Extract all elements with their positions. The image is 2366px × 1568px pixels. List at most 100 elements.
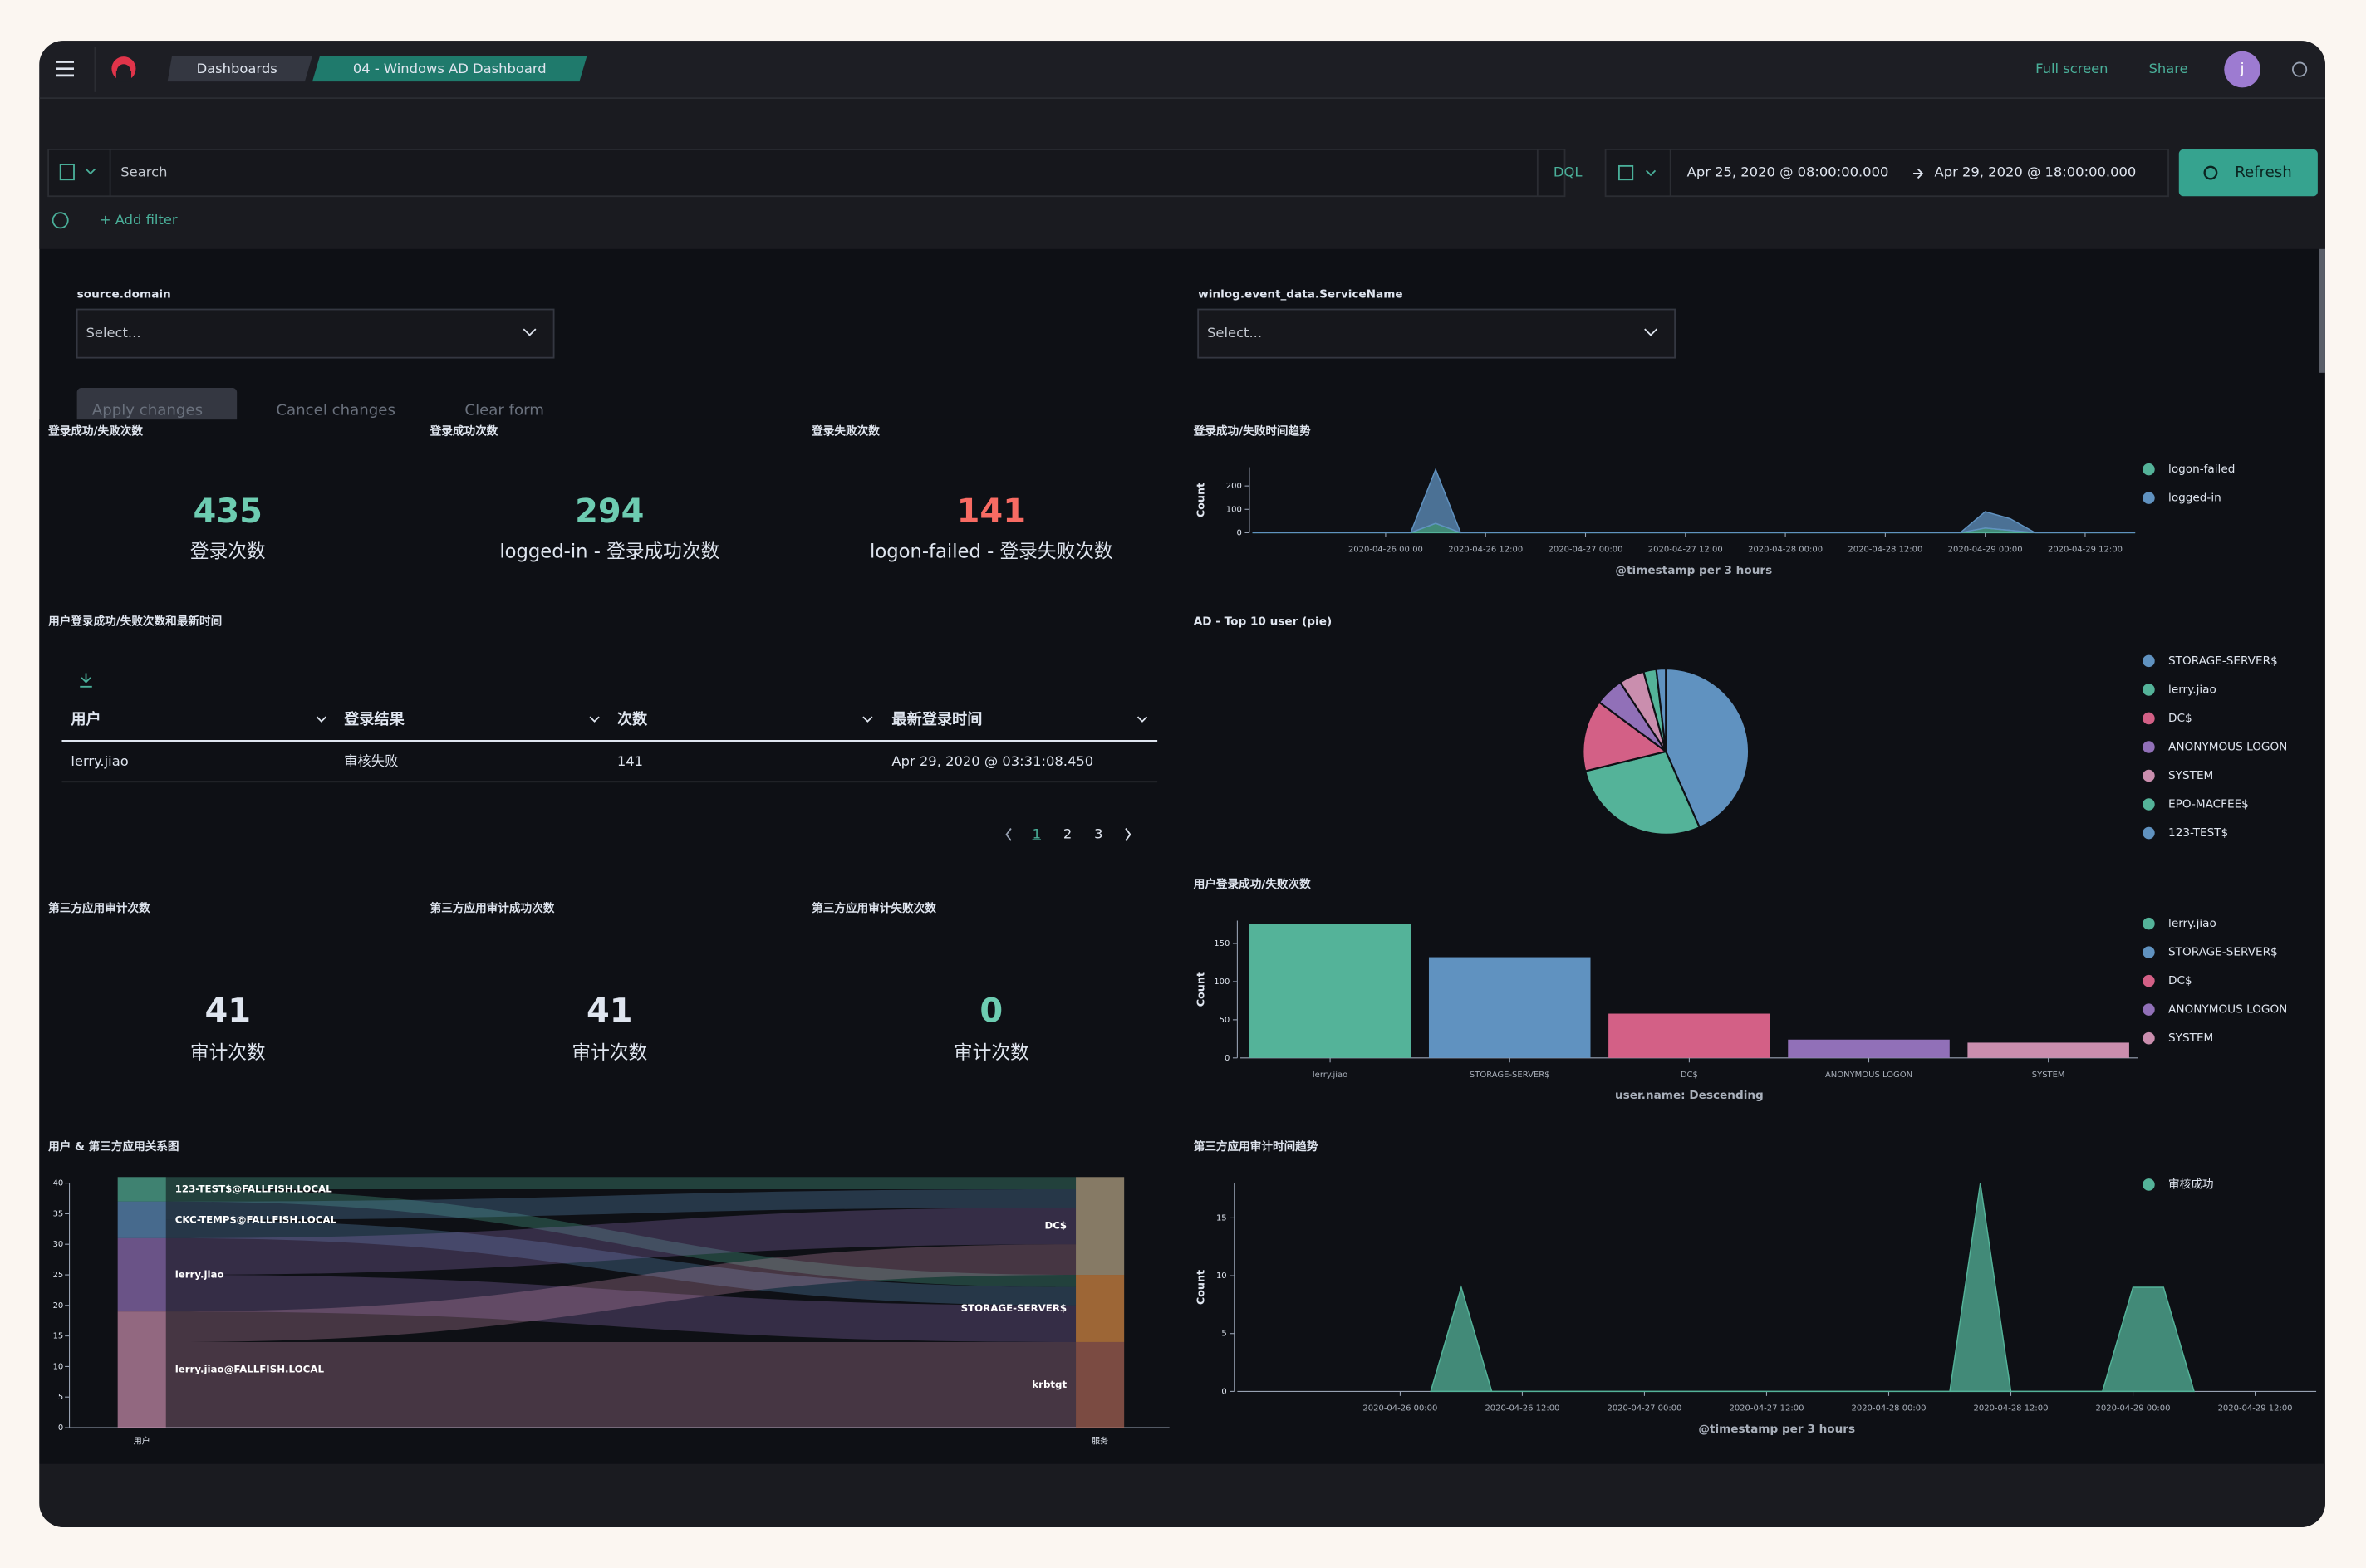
- control-button: Apply changes: [92, 401, 203, 419]
- sankey-link[interactable]: [165, 1219, 1077, 1306]
- legend-swatch[interactable]: [2143, 741, 2155, 753]
- panel-title: 用户 & 第三方应用关系图: [48, 1139, 179, 1154]
- refresh-button[interactable]: [2178, 149, 2318, 197]
- panel-title: 登录成功/失败时间趋势: [1193, 424, 1311, 439]
- sort-chevron[interactable]: [589, 716, 600, 723]
- select-box[interactable]: [1197, 308, 1676, 359]
- legend-swatch[interactable]: [2143, 463, 2155, 476]
- sankey-link[interactable]: [165, 1188, 1077, 1220]
- apply-button[interactable]: [76, 388, 238, 428]
- sankey-node[interactable]: [1076, 1177, 1125, 1276]
- full-screen-link[interactable]: Full screen: [2035, 61, 2108, 76]
- chevron: [85, 168, 96, 175]
- sankey-node[interactable]: [117, 1177, 166, 1202]
- share-link[interactable]: Share: [2148, 61, 2187, 76]
- sankey-node[interactable]: [117, 1201, 166, 1238]
- bar[interactable]: [1788, 1039, 1950, 1058]
- sankey-link[interactable]: [165, 1341, 1077, 1428]
- sankey-node[interactable]: [1076, 1341, 1125, 1428]
- legend-label: 审核成功: [2168, 1178, 2213, 1191]
- legend-swatch[interactable]: [2143, 946, 2155, 958]
- sort-chevron[interactable]: [1136, 716, 1148, 723]
- pie-slice[interactable]: [1665, 667, 1750, 829]
- legend-label: logged-in: [2168, 492, 2221, 505]
- panel-title: 登录成功次数: [430, 424, 498, 439]
- legend-swatch[interactable]: [2143, 684, 2155, 696]
- select-box[interactable]: [76, 308, 555, 359]
- x-tick-label: 2020-04-28 00:00: [1748, 545, 1823, 554]
- x-tick-label: 2020-04-26 00:00: [1362, 1404, 1437, 1413]
- metric-label: 审计次数: [190, 1042, 266, 1064]
- download-icon[interactable]: [80, 673, 92, 688]
- bar[interactable]: [1428, 957, 1591, 1058]
- pie-slice[interactable]: [1583, 750, 1701, 835]
- prev-page[interactable]: [1005, 828, 1012, 841]
- select-placeholder: Select...: [1207, 325, 1262, 341]
- breadcrumb[interactable]: Dashboards: [197, 61, 277, 76]
- metric-label: 审计次数: [954, 1042, 1029, 1064]
- x-tick-label: 2020-04-27 00:00: [1549, 545, 1623, 554]
- time-end[interactable]: Apr 29, 2020 @ 18:00:00.000: [1935, 164, 2137, 180]
- add-filter[interactable]: + Add filter: [100, 212, 178, 228]
- language-toggle[interactable]: DQL: [1554, 164, 1583, 180]
- sort-chevron[interactable]: [316, 716, 326, 723]
- logo[interactable]: [111, 56, 136, 82]
- sankey-link[interactable]: [165, 1177, 1077, 1189]
- y-tick-label: 0: [1236, 528, 1241, 537]
- bar[interactable]: [1608, 1013, 1770, 1058]
- legend-label: lerry.jiao: [2168, 917, 2216, 930]
- legend-swatch[interactable]: [2143, 712, 2155, 725]
- legend-swatch[interactable]: [2143, 1178, 2155, 1191]
- sankey-node[interactable]: [1076, 1275, 1125, 1342]
- column-header: 登录结果: [343, 710, 405, 728]
- panel-title: 登录成功/失败次数: [47, 424, 143, 439]
- table-cell: 审核失败: [344, 753, 398, 769]
- control-button: Clear form: [464, 401, 544, 419]
- sankey-node[interactable]: [117, 1311, 166, 1428]
- x-axis-title: @timestamp per 3 hours: [1698, 1423, 1855, 1436]
- x-tick-label: 2020-04-27 00:00: [1607, 1404, 1681, 1413]
- legend-swatch[interactable]: [2143, 769, 2155, 782]
- date-picker[interactable]: [1604, 148, 2169, 198]
- sankey-node[interactable]: [117, 1237, 166, 1312]
- legend-swatch[interactable]: [2143, 974, 2155, 987]
- legend-swatch[interactable]: [2143, 917, 2155, 930]
- next-page[interactable]: [1125, 828, 1131, 841]
- legend-label: ANONYMOUS LOGON: [2168, 1003, 2287, 1017]
- sort-chevron[interactable]: [862, 716, 873, 723]
- bar[interactable]: [1967, 1042, 2129, 1058]
- y-tick-label: 15: [53, 1332, 64, 1341]
- x-axis-title: user.name: Descending: [1615, 1089, 1764, 1102]
- sankey-link[interactable]: [165, 1244, 1077, 1342]
- legend-swatch[interactable]: [2143, 654, 2155, 668]
- page-number: 3: [1094, 826, 1102, 841]
- pie-slice[interactable]: [1582, 700, 1668, 772]
- legend-swatch[interactable]: [2143, 826, 2155, 840]
- app-window: Dashboards 04 - Windows AD Dashboard Ful…: [39, 41, 2325, 1527]
- column-header: 最新登录时间: [891, 710, 982, 728]
- legend-swatch[interactable]: [2143, 1031, 2155, 1045]
- y-tick-label: 200: [1226, 482, 1242, 491]
- control-button: Cancel changes: [276, 401, 395, 419]
- time-start[interactable]: Apr 25, 2020 @ 08:00:00.000: [1687, 164, 1889, 180]
- breadcrumb-pill[interactable]: [167, 56, 312, 82]
- x-tick-label: 2020-04-27 12:00: [1648, 545, 1723, 554]
- saved-query-icon[interactable]: [59, 164, 75, 181]
- legend-swatch[interactable]: [2143, 798, 2155, 811]
- avatar[interactable]: [2224, 51, 2260, 88]
- pie-slice[interactable]: [1655, 667, 1667, 752]
- sankey-link[interactable]: [165, 1275, 1077, 1342]
- legend-swatch[interactable]: [2143, 1003, 2155, 1016]
- legend-swatch[interactable]: [2143, 492, 2155, 504]
- sankey-link[interactable]: [165, 1208, 1077, 1276]
- search-input[interactable]: Search: [120, 164, 167, 180]
- filter-icon[interactable]: [52, 212, 69, 229]
- y-tick-label: 0: [1225, 1054, 1230, 1063]
- sankey-link[interactable]: [165, 1188, 1077, 1287]
- scrollbar: [2319, 248, 2325, 373]
- bar[interactable]: [1249, 924, 1411, 1058]
- metric-label: logged-in - 登录成功次数: [499, 541, 719, 563]
- menu-button[interactable]: [56, 61, 74, 77]
- help-icon[interactable]: [2292, 61, 2308, 77]
